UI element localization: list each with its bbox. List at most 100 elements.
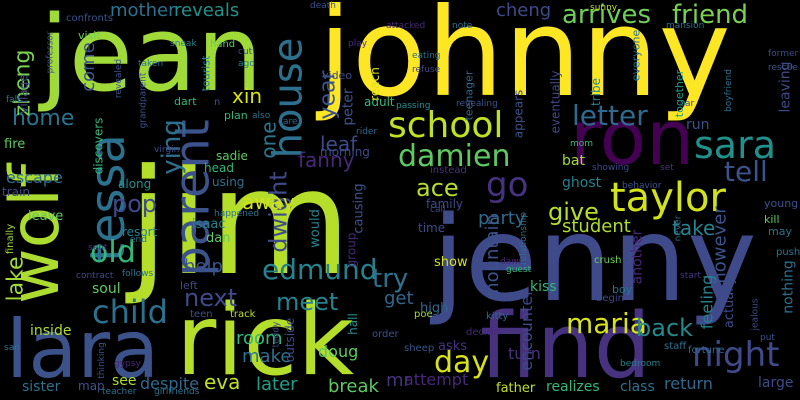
word: take (672, 216, 716, 240)
word: begin (596, 293, 624, 304)
word: contract (76, 271, 114, 281)
word: bat (562, 153, 585, 169)
word: train (2, 185, 30, 199)
word: sent (88, 243, 108, 253)
word: would (307, 209, 323, 248)
word: dart (174, 95, 197, 108)
word: teenager (462, 70, 476, 121)
word: group (344, 232, 359, 268)
word: hand (210, 39, 236, 50)
word: also (252, 111, 271, 121)
word: another (629, 229, 646, 285)
word: hall (345, 313, 360, 335)
word: revealed (114, 58, 125, 99)
word: tourist (199, 55, 213, 92)
word: return (664, 374, 713, 393)
word: discovers (91, 117, 106, 175)
word: grandparent (138, 72, 149, 129)
word: dan (206, 231, 231, 246)
word: jean (40, 0, 263, 115)
word: large (758, 375, 794, 391)
word: arrives (562, 0, 652, 30)
word: show (434, 255, 468, 270)
word: turn (508, 344, 541, 363)
word: leaf (320, 132, 358, 156)
word: rider (356, 127, 378, 137)
word: old (90, 235, 136, 270)
word: happened (214, 209, 260, 219)
word: fall (6, 95, 20, 105)
word: run (686, 117, 710, 133)
word: nothing (780, 260, 797, 314)
word: map (78, 379, 105, 393)
word: night (692, 335, 780, 375)
word: meet (276, 288, 339, 316)
word: left (180, 279, 198, 292)
word: head (204, 161, 234, 175)
word: try (372, 264, 409, 294)
word: visit (78, 29, 101, 42)
word: finally (5, 223, 17, 255)
word: mom (570, 139, 594, 149)
word: lara (6, 303, 160, 396)
word: lake (3, 256, 29, 302)
word: ace (416, 174, 459, 202)
word: rescue (768, 63, 798, 73)
word: teacher (102, 387, 137, 397)
word: sunny (590, 3, 618, 13)
word: morning (320, 145, 370, 159)
word: damien (398, 139, 511, 174)
word: decide (466, 327, 500, 338)
word: doug (318, 342, 359, 361)
word: n (214, 97, 221, 108)
word: help (184, 256, 223, 277)
word: fire (4, 137, 26, 152)
word: taylor (610, 175, 726, 221)
word: asks (438, 339, 468, 354)
word: car (680, 99, 695, 109)
word: class (620, 379, 655, 395)
word: village (16, 74, 31, 114)
word: causing (351, 183, 367, 234)
word: isaac (192, 217, 226, 232)
word: bedroom (620, 359, 661, 369)
word: child (92, 293, 168, 331)
word: kill (764, 213, 780, 226)
word: care (278, 117, 298, 127)
word: sadie (216, 149, 248, 163)
word: crush (594, 255, 622, 266)
word: leave (28, 209, 64, 224)
word: make (242, 346, 292, 367)
word: back (636, 314, 694, 342)
word: ron (570, 93, 695, 182)
word: maria (566, 307, 647, 340)
word: along (118, 177, 152, 191)
word: professor (45, 31, 56, 74)
word: sheep (404, 343, 435, 354)
word: note (452, 21, 473, 31)
word: jenny (432, 190, 757, 328)
word: together (673, 69, 687, 118)
word: come (77, 42, 99, 92)
word: girlfriends (154, 387, 200, 397)
word: mansion (666, 21, 705, 31)
word: high (420, 301, 449, 316)
word: soul (92, 281, 121, 297)
word: poe (414, 309, 433, 320)
word: push (776, 247, 800, 258)
word: virgin (154, 145, 180, 155)
word: reach (367, 67, 382, 101)
word: play (348, 39, 368, 49)
word: however (709, 206, 731, 284)
word: see (112, 373, 137, 389)
word: ago (238, 59, 255, 69)
word: away (242, 190, 295, 214)
word: tribe (588, 78, 603, 106)
word: call (430, 205, 446, 215)
word: former (768, 49, 799, 59)
word: end (130, 235, 147, 245)
word: boy (612, 283, 633, 296)
word: escape (6, 168, 63, 187)
word: get (384, 288, 414, 309)
word: behavior (622, 181, 662, 191)
